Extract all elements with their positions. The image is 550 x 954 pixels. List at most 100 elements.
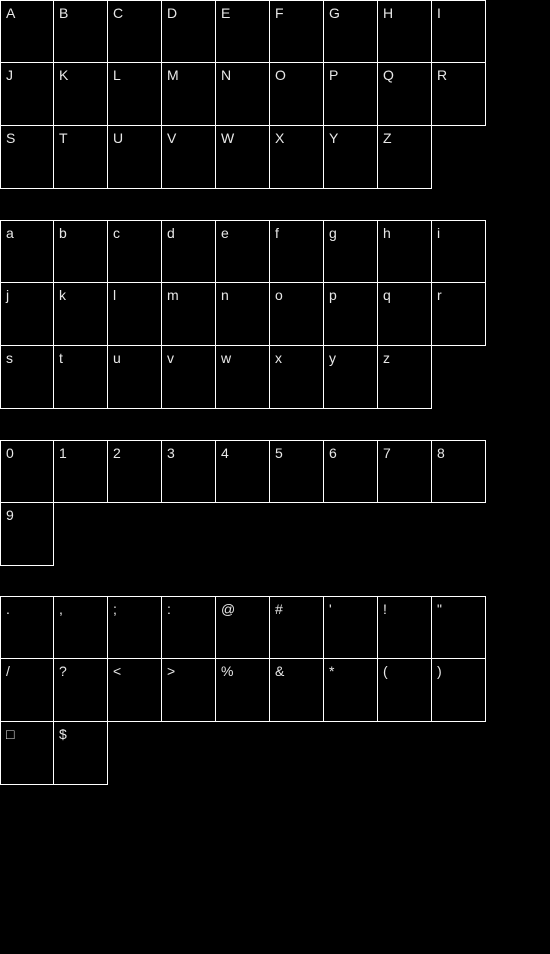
glyph-cell: F bbox=[270, 0, 324, 63]
glyph-cell: U bbox=[108, 126, 162, 189]
section-uppercase: ABCDEFGHIJKLMNOPQRSTUVWXYZ bbox=[0, 0, 486, 189]
glyph-label: v bbox=[167, 350, 174, 366]
glyph-cell: x bbox=[270, 346, 324, 409]
glyph-cell: ? bbox=[54, 659, 108, 722]
glyph-label: i bbox=[437, 225, 440, 241]
glyph-label: ; bbox=[113, 601, 117, 617]
glyph-cell: g bbox=[324, 220, 378, 283]
glyph-cell: " bbox=[432, 596, 486, 659]
glyph-label: J bbox=[6, 67, 13, 83]
glyph-label: 7 bbox=[383, 445, 391, 461]
glyph-label: < bbox=[113, 663, 121, 679]
glyph-cell: 6 bbox=[324, 440, 378, 503]
glyph-cell: j bbox=[0, 283, 54, 346]
glyph-label: o bbox=[275, 287, 283, 303]
glyph-cell: E bbox=[216, 0, 270, 63]
glyph-label: * bbox=[329, 663, 335, 679]
glyph-label: T bbox=[59, 130, 68, 146]
glyph-cell: n bbox=[216, 283, 270, 346]
glyph-cell: < bbox=[108, 659, 162, 722]
glyph-label: A bbox=[6, 5, 16, 21]
glyph-label: V bbox=[167, 130, 177, 146]
glyph-label: K bbox=[59, 67, 69, 83]
glyph-label: y bbox=[329, 350, 336, 366]
glyph-label: I bbox=[437, 5, 441, 21]
glyph-cell: r bbox=[432, 283, 486, 346]
glyph-label: G bbox=[329, 5, 340, 21]
glyph-label: n bbox=[221, 287, 229, 303]
glyph-label: ' bbox=[329, 601, 332, 617]
glyph-label: D bbox=[167, 5, 177, 21]
glyph-cell: 4 bbox=[216, 440, 270, 503]
glyph-cell: 7 bbox=[378, 440, 432, 503]
glyph-label: > bbox=[167, 663, 175, 679]
glyph-cell: % bbox=[216, 659, 270, 722]
glyph-label: # bbox=[275, 601, 283, 617]
glyph-cell: W bbox=[216, 126, 270, 189]
glyph-label: F bbox=[275, 5, 284, 21]
glyph-label: , bbox=[59, 601, 63, 617]
glyph-cell: t bbox=[54, 346, 108, 409]
glyph-cell: , bbox=[54, 596, 108, 659]
glyph-label: ? bbox=[59, 663, 67, 679]
glyph-cell: R bbox=[432, 63, 486, 126]
glyph-cell: # bbox=[270, 596, 324, 659]
glyph-cell: z bbox=[378, 346, 432, 409]
glyph-label: k bbox=[59, 287, 66, 303]
glyph-cell: ( bbox=[378, 659, 432, 722]
glyph-label: ( bbox=[383, 663, 388, 679]
glyph-cell: Y bbox=[324, 126, 378, 189]
glyph-label: 2 bbox=[113, 445, 121, 461]
glyph-cell: ! bbox=[378, 596, 432, 659]
glyph-cell: 3 bbox=[162, 440, 216, 503]
glyph-cell: Z bbox=[378, 126, 432, 189]
glyph-cell: Q bbox=[378, 63, 432, 126]
glyph-cell: : bbox=[162, 596, 216, 659]
glyph-label: 6 bbox=[329, 445, 337, 461]
glyph-label: 5 bbox=[275, 445, 283, 461]
glyph-label: d bbox=[167, 225, 175, 241]
glyph-cell: O bbox=[270, 63, 324, 126]
glyph-cell: @ bbox=[216, 596, 270, 659]
glyph-cell: P bbox=[324, 63, 378, 126]
glyph-cell: 5 bbox=[270, 440, 324, 503]
glyph-label: a bbox=[6, 225, 14, 241]
glyph-cell: m bbox=[162, 283, 216, 346]
glyph-cell: N bbox=[216, 63, 270, 126]
glyph-cell: & bbox=[270, 659, 324, 722]
glyph-label: L bbox=[113, 67, 121, 83]
glyph-label: P bbox=[329, 67, 339, 83]
glyph-label: Z bbox=[383, 130, 392, 146]
glyph-label: w bbox=[221, 350, 231, 366]
glyph-cell: 8 bbox=[432, 440, 486, 503]
glyph-label: & bbox=[275, 663, 285, 679]
glyph-label: B bbox=[59, 5, 69, 21]
glyph-label: h bbox=[383, 225, 391, 241]
glyph-label: N bbox=[221, 67, 231, 83]
glyph-label: l bbox=[113, 287, 116, 303]
glyph-cell: V bbox=[162, 126, 216, 189]
glyph-cell: a bbox=[0, 220, 54, 283]
glyph-cell: C bbox=[108, 0, 162, 63]
section-lowercase: abcdefghijklmnopqrstuvwxyz bbox=[0, 220, 486, 409]
glyph-label: r bbox=[437, 287, 442, 303]
glyph-label: f bbox=[275, 225, 279, 241]
glyph-cell: b bbox=[54, 220, 108, 283]
glyph-label: 8 bbox=[437, 445, 445, 461]
glyph-label: q bbox=[383, 287, 391, 303]
glyph-cell: ; bbox=[108, 596, 162, 659]
glyph-label: 3 bbox=[167, 445, 175, 461]
glyph-cell: A bbox=[0, 0, 54, 63]
glyph-cell: . bbox=[0, 596, 54, 659]
glyph-cell: J bbox=[0, 63, 54, 126]
glyph-label: 1 bbox=[59, 445, 67, 461]
glyph-label: : bbox=[167, 601, 171, 617]
glyph-cell: T bbox=[54, 126, 108, 189]
glyph-cell: B bbox=[54, 0, 108, 63]
glyph-cell: w bbox=[216, 346, 270, 409]
glyph-cell: $ bbox=[54, 722, 108, 785]
glyph-label: U bbox=[113, 130, 123, 146]
glyph-cell: l bbox=[108, 283, 162, 346]
glyph-cell: I bbox=[432, 0, 486, 63]
glyph-label: m bbox=[167, 287, 179, 303]
